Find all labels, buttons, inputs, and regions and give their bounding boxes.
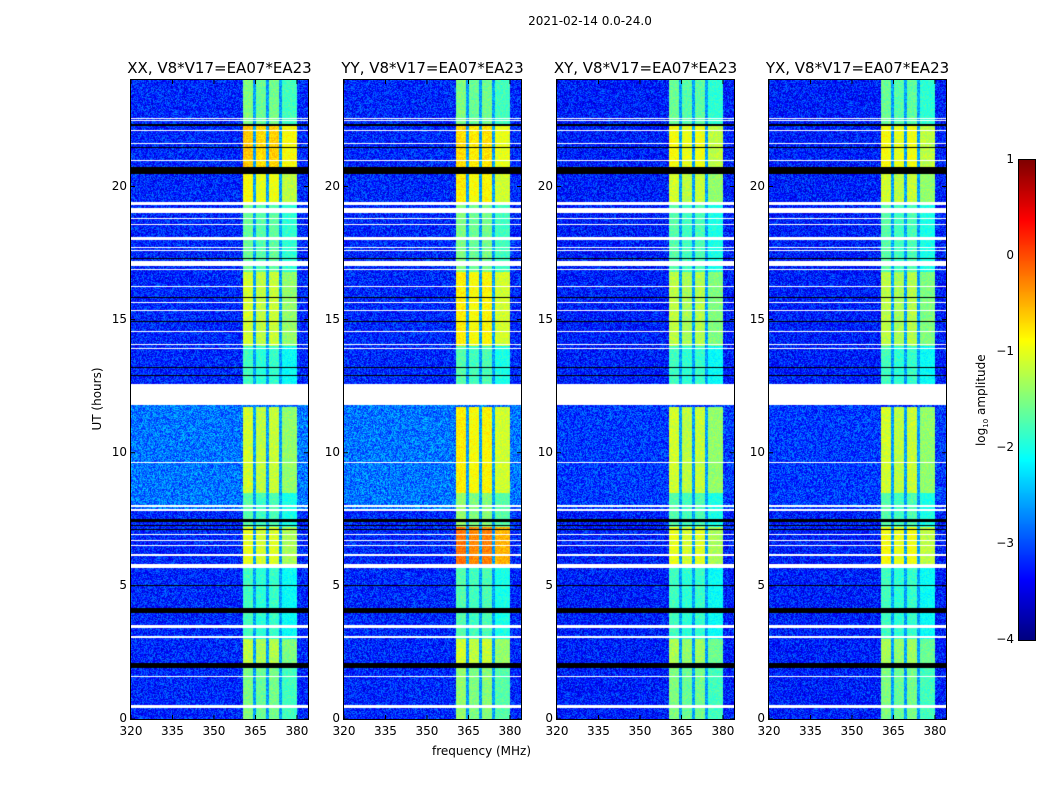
y-tick-label: 5 (545, 577, 553, 592)
heatmap-image (557, 80, 734, 719)
y-tick-label: 0 (332, 711, 340, 725)
x-axis-label: frequency (MHz) (432, 744, 532, 758)
colorbar-tick-label: −2 (996, 440, 1014, 454)
x-tick-label: 320 (545, 724, 569, 738)
x-tick-label: 350 (628, 724, 652, 738)
colorbar-label: log10 amplitude (974, 348, 990, 452)
colorbar-label-amplitude: amplitude (973, 354, 988, 419)
x-tick-label: 350 (840, 724, 864, 738)
y-tick-label: 5 (332, 577, 340, 592)
y-tick-label: 5 (119, 577, 127, 592)
heatmap-image (769, 80, 946, 719)
y-tick-label: 0 (757, 711, 765, 725)
colorbar-tick-label: −1 (996, 344, 1014, 358)
x-tick-label: 335 (587, 724, 610, 738)
colorbar (1018, 159, 1036, 641)
panel-title: YY, V8*V17=EA07*EA23 (341, 59, 524, 77)
y-tick-label: 20 (749, 178, 765, 193)
y-tick-label: 20 (111, 178, 127, 193)
colorbar-label-subscript: 10 (982, 418, 991, 428)
heatmap-image (131, 80, 308, 719)
y-tick-label: 15 (324, 311, 340, 326)
waterfall-panel-2 (343, 79, 522, 720)
panel-title: XY, V8*V17=EA07*EA23 (553, 59, 738, 77)
x-tick-label: 350 (415, 724, 439, 738)
y-tick-label: 0 (545, 711, 553, 725)
colorbar-tick-label: −3 (996, 536, 1014, 550)
y-tick-label: 15 (749, 311, 765, 326)
x-tick-label: 365 (670, 724, 693, 738)
y-tick-label: 15 (111, 311, 127, 326)
y-tick-label: 10 (749, 444, 765, 459)
x-tick-label: 380 (923, 724, 947, 738)
y-tick-label: 10 (537, 444, 553, 459)
y-tick-label: 10 (324, 444, 340, 459)
waterfall-panel-3 (556, 79, 735, 720)
x-tick-label: 320 (332, 724, 356, 738)
colorbar-tick-label: 1 (1006, 152, 1014, 166)
y-tick-label: 10 (111, 444, 127, 459)
heatmap-image (344, 80, 521, 719)
x-tick-label: 380 (711, 724, 735, 738)
x-tick-label: 380 (498, 724, 522, 738)
y-tick-label: 15 (537, 311, 553, 326)
x-tick-label: 335 (374, 724, 397, 738)
y-tick-label: 20 (537, 178, 553, 193)
x-tick-label: 365 (244, 724, 267, 738)
y-axis-label: UT (hours) (90, 367, 104, 431)
x-tick-label: 350 (202, 724, 226, 738)
waterfall-panel-4 (768, 79, 947, 720)
y-tick-label: 0 (119, 711, 127, 725)
x-tick-label: 320 (119, 724, 143, 738)
panel-title: YX, V8*V17=EA07*EA23 (765, 59, 950, 77)
figure-title: 2021-02-14 0.0-24.0 (528, 14, 652, 28)
x-tick-label: 380 (285, 724, 309, 738)
colorbar-tick-label: 0 (1006, 248, 1014, 262)
y-tick-label: 20 (324, 178, 340, 193)
colorbar-gradient (1019, 160, 1035, 640)
x-tick-label: 335 (161, 724, 184, 738)
x-tick-label: 365 (882, 724, 905, 738)
y-tick-label: 5 (757, 577, 765, 592)
colorbar-tick-label: −4 (996, 632, 1014, 646)
colorbar-label-log: log (973, 427, 988, 447)
x-tick-label: 320 (757, 724, 781, 738)
panel-title: XX, V8*V17=EA07*EA23 (127, 59, 312, 77)
x-tick-label: 335 (799, 724, 822, 738)
waterfall-panel-1 (130, 79, 309, 720)
x-tick-label: 365 (457, 724, 480, 738)
